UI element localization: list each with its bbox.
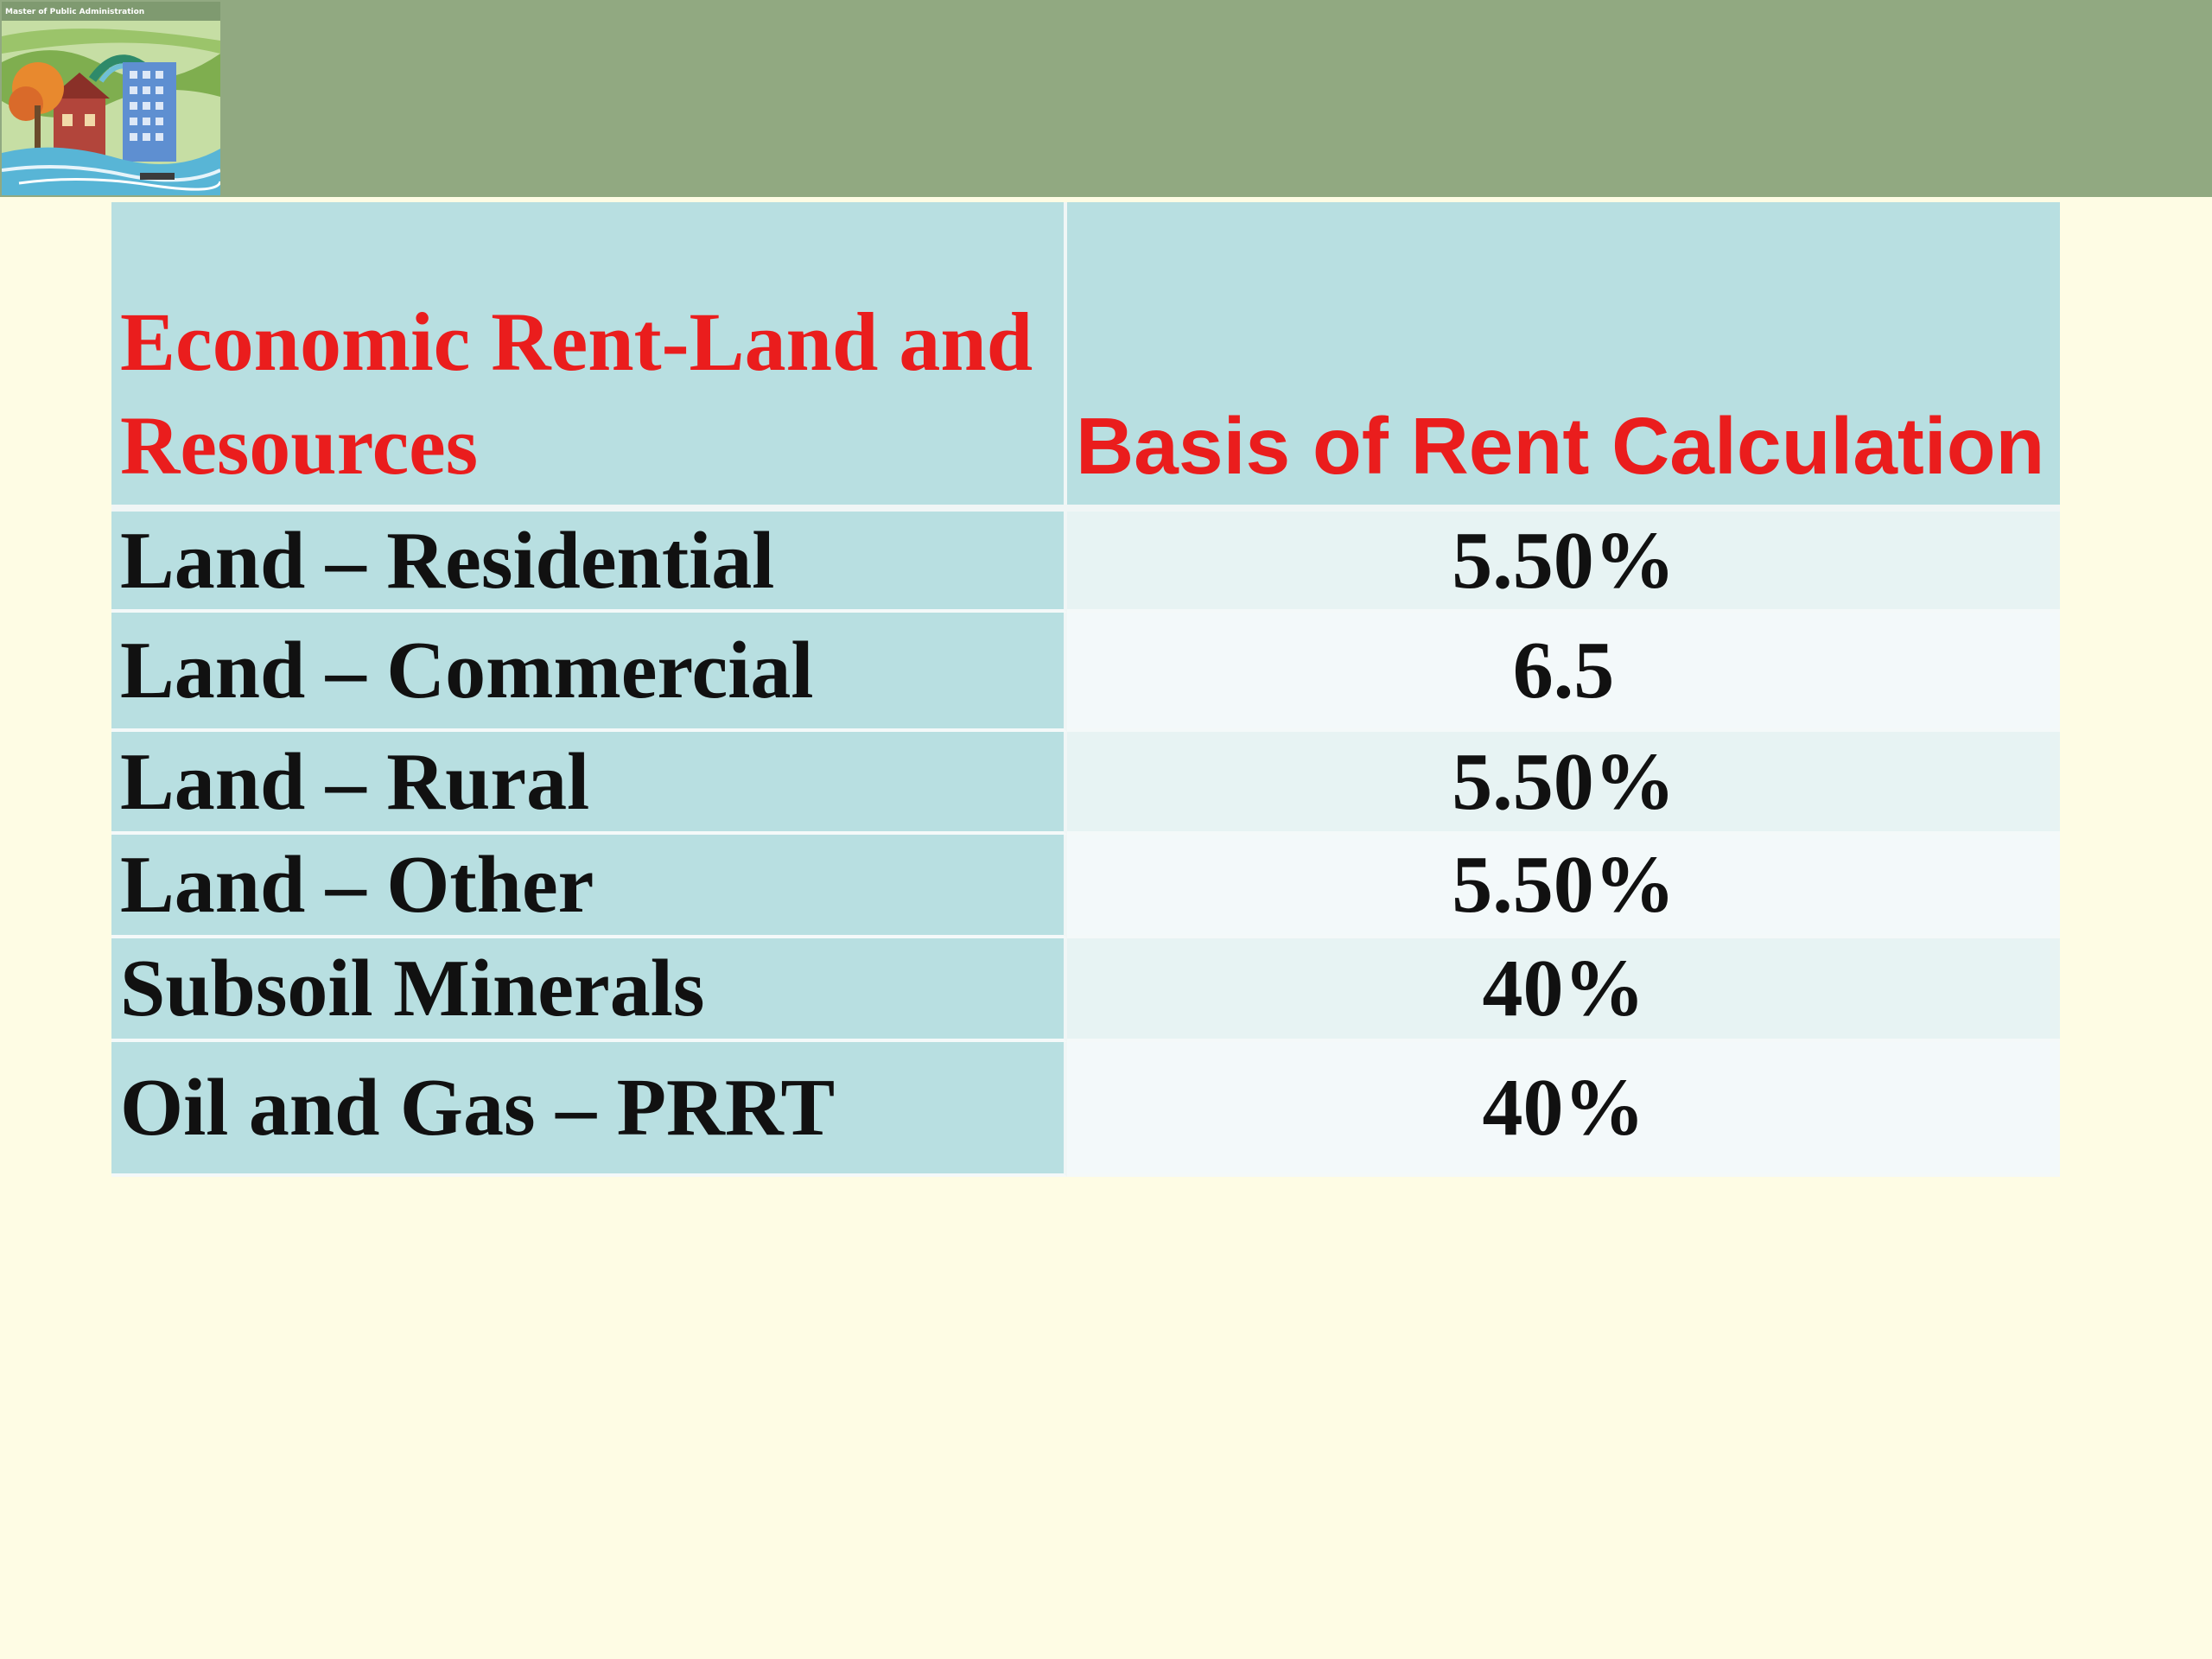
- column-header-economic-rent: Economic Rent-Land and Resources: [111, 202, 1067, 512]
- row-category: Land – Residential: [111, 512, 1067, 613]
- column-header-basis: Basis of Rent Calculation: [1067, 202, 2060, 512]
- row-basis: 6.5: [1067, 613, 2060, 732]
- table-row: Subsoil Minerals 40%: [111, 938, 2060, 1042]
- row-basis: 5.50%: [1067, 512, 2060, 613]
- table-row: Land – Commercial 6.5: [111, 613, 2060, 732]
- table-row: Land – Rural 5.50%: [111, 732, 2060, 835]
- table-row: Land – Other 5.50%: [111, 835, 2060, 938]
- row-basis: 40%: [1067, 1042, 2060, 1177]
- row-basis: 5.50%: [1067, 835, 2060, 938]
- row-basis: 5.50%: [1067, 732, 2060, 835]
- table-row: Oil and Gas – PRRT 40%: [111, 1042, 2060, 1177]
- row-category: Land – Other: [111, 835, 1067, 938]
- rent-table: Economic Rent-Land and Resources Basis o…: [111, 202, 2060, 1177]
- header-band: [0, 0, 2212, 197]
- row-category: Oil and Gas – PRRT: [111, 1042, 1067, 1177]
- row-category: Subsoil Minerals: [111, 938, 1067, 1042]
- mpa-logo-icon: Master of Public Administration: [2, 2, 220, 195]
- table-header-row: Economic Rent-Land and Resources Basis o…: [111, 202, 2060, 512]
- row-category: Land – Commercial: [111, 613, 1067, 732]
- logo-caption: Master of Public Administration: [5, 8, 144, 16]
- row-basis: 40%: [1067, 938, 2060, 1042]
- rent-table-container: Economic Rent-Land and Resources Basis o…: [111, 202, 2060, 1177]
- table-row: Land – Residential 5.50%: [111, 512, 2060, 613]
- row-category: Land – Rural: [111, 732, 1067, 835]
